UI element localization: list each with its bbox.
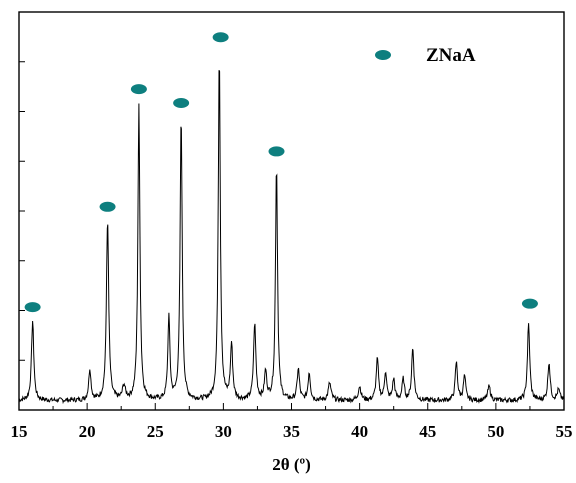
peak-marker — [173, 97, 190, 108]
diffraction-pattern-line — [18, 69, 565, 405]
x-tick-label: 20 — [79, 422, 96, 441]
y-axis-ticks — [19, 11, 25, 411]
peak-marker — [99, 201, 116, 212]
legend-label: ZNaA — [426, 45, 476, 66]
x-tick-label: 30 — [215, 422, 232, 441]
peak-marker — [130, 84, 147, 95]
legend: ZNaA — [375, 45, 476, 66]
x-axis-title: 2θ (º) — [272, 455, 311, 474]
x-tick-label: 50 — [487, 422, 504, 441]
x-tick-label: 25 — [147, 422, 164, 441]
x-tick-label: 45 — [419, 422, 436, 441]
peak-markers — [24, 32, 538, 313]
peak-marker — [268, 146, 285, 157]
legend-marker-icon — [375, 50, 391, 60]
x-axis-tick-labels: 15 20 25 30 35 40 45 50 55 — [11, 422, 573, 441]
x-tick-label: 55 — [556, 422, 573, 441]
x-tick-label: 35 — [283, 422, 300, 441]
peak-marker — [521, 298, 538, 309]
x-tick-label: 40 — [351, 422, 368, 441]
peak-marker — [24, 302, 41, 313]
x-axis-ticks — [18, 403, 565, 410]
peak-marker — [212, 32, 229, 43]
x-tick-label: 15 — [11, 422, 28, 441]
plot-frame — [18, 11, 565, 411]
